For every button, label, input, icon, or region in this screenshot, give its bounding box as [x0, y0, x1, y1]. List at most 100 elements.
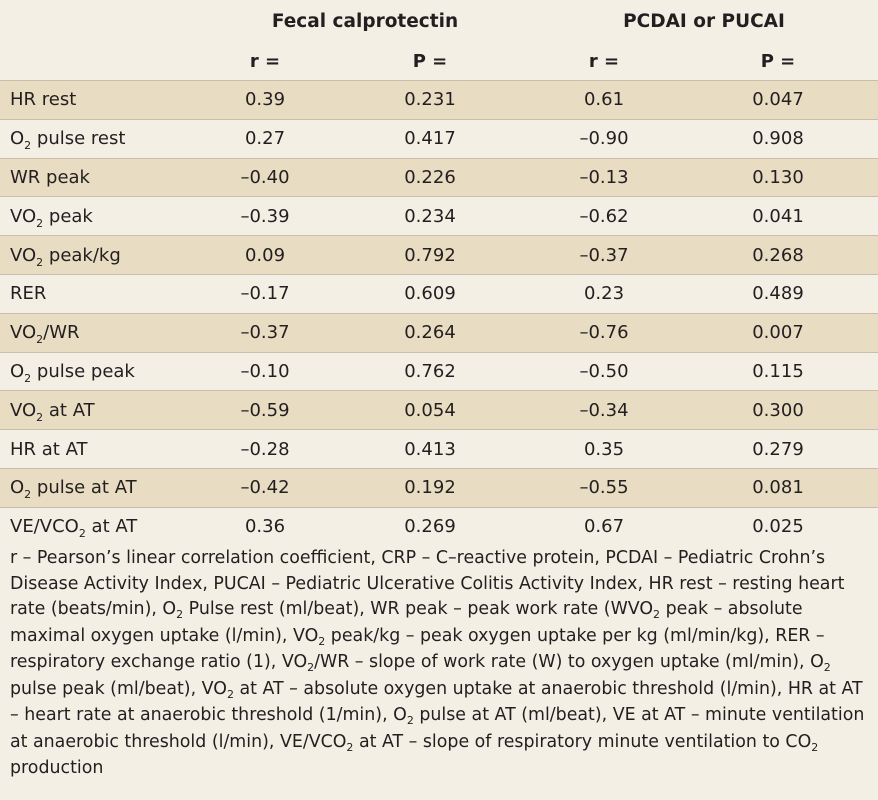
- row-label-main: HR rest: [10, 89, 77, 111]
- table-row: HR rest 0.39 0.231 0.61 0.047: [0, 80, 878, 120]
- footnote-subscript: 2: [226, 687, 234, 701]
- row-label-main: WR peak: [10, 166, 90, 188]
- row-label-tail: at AT: [43, 399, 95, 421]
- row-label: VO2/WR: [0, 313, 200, 353]
- cell-p-pcdai: 0.007: [678, 313, 878, 353]
- row-label-subscript: 2: [78, 527, 86, 541]
- footnote-text: peak – absolute maximal oxygen uptake (l…: [10, 599, 803, 646]
- footnote-text: at AT – absolute oxygen uptake at anaero…: [10, 678, 863, 726]
- cell-p-pcdai: 0.279: [678, 429, 878, 469]
- row-label-subscript: 2: [24, 371, 32, 385]
- row-label: WR peak: [0, 158, 200, 197]
- cell-p-fecal: 0.792: [330, 235, 530, 275]
- correlation-table: Fecal calprotectin PCDAI or PUCAI r = P …: [0, 0, 878, 546]
- row-label: VE/VCO2 at AT: [0, 507, 200, 546]
- row-label-subscript: 2: [36, 333, 44, 347]
- cell-p-fecal: 0.762: [330, 352, 530, 391]
- footnote-subscript: 2: [307, 661, 315, 674]
- table-row: VO2 peak –0.39 0.234 –0.62 0.041: [0, 196, 878, 236]
- footnote-subscript: 2: [653, 608, 661, 621]
- table-row: O2 pulse at AT –0.42 0.192 –0.55 0.081: [0, 468, 878, 508]
- table-row: RER –0.17 0.609 0.23 0.489: [0, 274, 878, 314]
- footnote-subscript: 2: [406, 714, 414, 727]
- table-row: O2 pulse peak –0.10 0.762 –0.50 0.115: [0, 352, 878, 391]
- cell-p-pcdai: 0.047: [678, 80, 878, 120]
- row-label: HR rest: [0, 80, 200, 120]
- cell-p-fecal: 0.413: [330, 429, 530, 469]
- sub-header-row: r = P = r = P =: [0, 42, 878, 81]
- cell-r-pcdai: –0.37: [530, 235, 678, 275]
- table-row: WR peak –0.40 0.226 –0.13 0.130: [0, 158, 878, 197]
- row-label: O2 pulse peak: [0, 352, 200, 391]
- cell-p-pcdai: 0.489: [678, 274, 878, 314]
- cell-p-fecal: 0.264: [330, 313, 530, 353]
- table-footnote: r – Pearson’s linear correlation coeffic…: [10, 546, 870, 782]
- cell-p-pcdai: 0.081: [678, 468, 878, 508]
- cell-p-pcdai: 0.115: [678, 352, 878, 391]
- cell-p-fecal: 0.269: [330, 507, 530, 546]
- cell-r-fecal: –0.37: [200, 313, 330, 353]
- footnote-text: /WR – slope of work rate (W) to oxygen u…: [314, 652, 824, 672]
- row-label-main: VO: [10, 399, 37, 421]
- footnote-subscript: 2: [176, 608, 184, 621]
- sub-header-r-pcdai: r =: [588, 50, 620, 72]
- cell-r-fecal: –0.39: [200, 196, 330, 236]
- row-label-main: HR at AT: [10, 438, 88, 460]
- sub-header-p-fecal: P =: [412, 50, 448, 72]
- cell-r-pcdai: –0.34: [530, 390, 678, 430]
- row-label-main: VO: [10, 244, 37, 266]
- cell-r-pcdai: –0.62: [530, 196, 678, 236]
- cell-p-pcdai: 0.025: [678, 507, 878, 546]
- group-header-empty: [0, 0, 200, 42]
- cell-p-pcdai: 0.041: [678, 196, 878, 236]
- footnote-text: r – Pearson’s linear correlation coeffic…: [10, 548, 845, 619]
- row-label-main: VO: [10, 205, 37, 227]
- table-body: HR rest 0.39 0.231 0.61 0.047 O2 pulse rest 0.…: [0, 80, 878, 546]
- cell-r-fecal: –0.28: [200, 429, 330, 469]
- footnote-subscript: 2: [823, 661, 831, 674]
- table-row: VO2 at AT –0.59 0.054 –0.34 0.300: [0, 390, 878, 430]
- row-label-main: VE/VCO: [10, 516, 79, 538]
- cell-r-fecal: 0.27: [200, 119, 330, 159]
- row-label-main: O: [10, 360, 25, 382]
- row-label-subscript: 2: [36, 255, 44, 269]
- row-label: O2 pulse rest: [0, 119, 200, 159]
- row-label-main: RER: [10, 283, 47, 305]
- cell-r-fecal: –0.10: [200, 352, 330, 391]
- table-row: VE/VCO2 at AT 0.36 0.269 0.67 0.025: [0, 507, 878, 546]
- row-label-tail: pulse peak: [31, 360, 135, 382]
- cell-r-pcdai: 0.67: [530, 507, 678, 546]
- row-label: VO2 peak: [0, 196, 200, 236]
- cell-r-pcdai: –0.90: [530, 119, 678, 159]
- cell-r-fecal: –0.17: [200, 274, 330, 314]
- table-row: VO2/WR –0.37 0.264 –0.76 0.007: [0, 313, 878, 353]
- footnote-text: pulse peak (ml/beat), VO: [10, 678, 227, 699]
- footnote-text: peak/kg – peak oxygen uptake per kg (ml/…: [10, 625, 825, 673]
- row-label-tail: pulse at AT: [31, 477, 137, 499]
- cell-p-fecal: 0.192: [330, 468, 530, 508]
- row-label: VO2 peak/kg: [0, 235, 200, 275]
- cell-p-pcdai: 0.268: [678, 235, 878, 275]
- cell-r-pcdai: –0.76: [530, 313, 678, 353]
- row-label-subscript: 2: [36, 410, 44, 424]
- sub-header-p-pcdai: P =: [760, 50, 796, 72]
- row-label-main: O: [10, 477, 25, 499]
- table-row: VO2 peak/kg 0.09 0.792 –0.37 0.268: [0, 235, 878, 275]
- cell-p-fecal: 0.226: [330, 158, 530, 197]
- row-label: RER: [0, 274, 200, 314]
- footnote-text: pulse at AT (ml/beat), VE at AT – minute…: [10, 705, 865, 752]
- footnote-text: production: [10, 758, 104, 778]
- table-row: HR at AT –0.28 0.413 0.35 0.279: [0, 429, 878, 469]
- footnote-subscript: 2: [346, 740, 354, 754]
- cell-r-fecal: 0.09: [200, 235, 330, 275]
- row-label-tail: pulse rest: [31, 128, 126, 150]
- cell-r-pcdai: –0.50: [530, 352, 678, 391]
- row-label: VO2 at AT: [0, 390, 200, 430]
- cell-p-fecal: 0.609: [330, 274, 530, 314]
- footnote-text: Pulse rest (ml/beat), WR peak – peak wor…: [183, 599, 654, 619]
- group-header-row: Fecal calprotectin PCDAI or PUCAI: [0, 0, 878, 42]
- cell-r-fecal: 0.36: [200, 507, 330, 546]
- cell-p-pcdai: 0.908: [678, 119, 878, 159]
- cell-r-pcdai: –0.55: [530, 468, 678, 508]
- cell-p-fecal: 0.231: [330, 80, 530, 120]
